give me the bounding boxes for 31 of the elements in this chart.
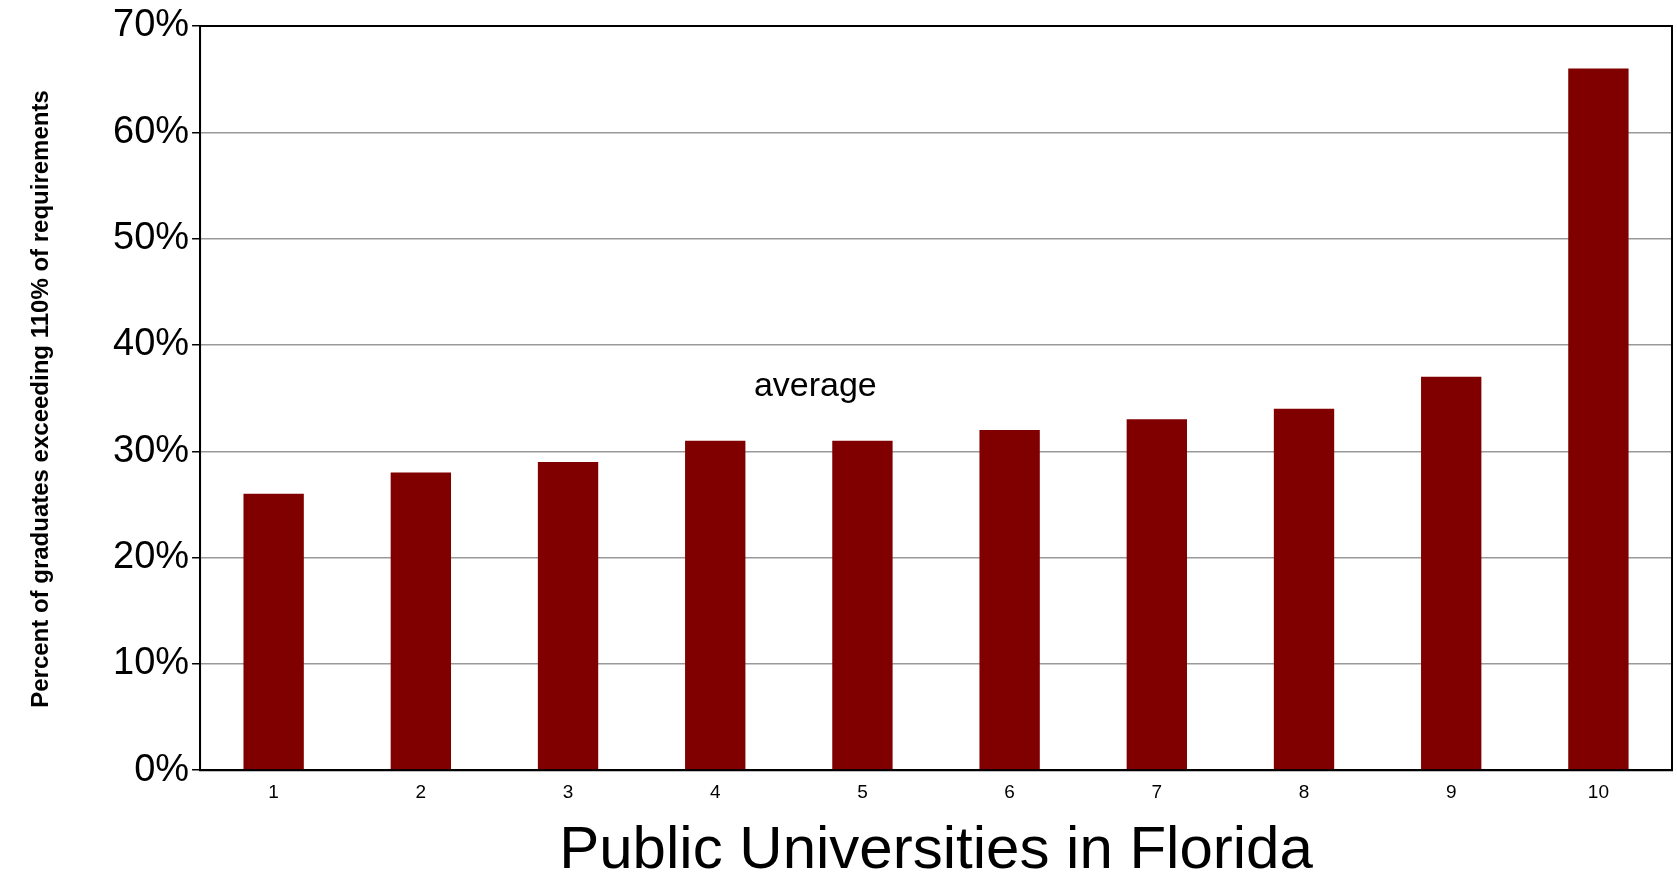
bar (1126, 419, 1187, 770)
x-tick-label: 6 (1004, 780, 1015, 802)
x-axis-title: Public Universities in Florida (559, 813, 1314, 881)
y-tick-label: 60% (112, 108, 190, 151)
bar (243, 493, 304, 770)
x-tick-label: 5 (857, 780, 868, 802)
x-tick-label: 7 (1151, 780, 1163, 802)
bar (1568, 68, 1629, 770)
y-tick-label: 40% (112, 321, 190, 364)
y-axis-title: Percent of graduates exceeding 110% of requirements (26, 89, 54, 710)
bar (1273, 408, 1335, 770)
x-tick-label: 8 (1298, 780, 1310, 802)
x-tick-label: 1 (268, 780, 279, 802)
bar (832, 440, 893, 770)
annotation: average (753, 365, 877, 404)
bar (390, 472, 452, 770)
x-tick-label: 4 (709, 780, 721, 802)
y-tick-label: 10% (112, 640, 190, 683)
x-tick-label: 3 (562, 780, 574, 802)
bar (979, 429, 1040, 770)
x-tick-label: 9 (1445, 780, 1457, 802)
bar (537, 461, 599, 770)
y-tick-label: 30% (112, 427, 190, 470)
y-tick-label: 50% (112, 215, 190, 258)
x-tick-label: 10 (1587, 780, 1609, 802)
bar (685, 440, 746, 770)
x-tick-label: 2 (415, 780, 427, 802)
y-tick-label: 0% (134, 746, 190, 789)
y-tick-label: 70% (112, 2, 190, 45)
y-tick-label: 20% (112, 534, 190, 577)
bar (1421, 376, 1482, 770)
